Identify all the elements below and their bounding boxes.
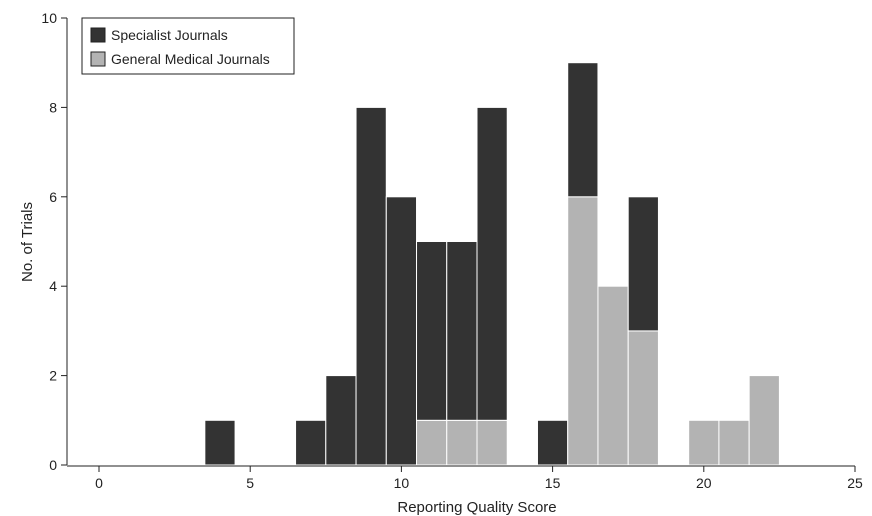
- bar-specialist-12: [446, 241, 478, 421]
- x-tick-label-25: 25: [847, 475, 863, 491]
- legend: Specialist Journals General Medical Journ…: [81, 17, 295, 75]
- bar-general-11: [416, 419, 448, 466]
- bar-general-20: [688, 419, 720, 466]
- x-tick-label-15: 15: [545, 475, 561, 491]
- bar-specialist-13: [476, 106, 508, 421]
- legend-label-1: General Medical Journals: [111, 51, 270, 67]
- y-tick-label-2: 2: [49, 368, 57, 384]
- x-tick-label-20: 20: [696, 475, 712, 491]
- legend-label-0: Specialist Journals: [111, 27, 228, 43]
- bar-specialist-10: [385, 196, 418, 466]
- y-tick-label-6: 6: [49, 189, 57, 205]
- bar-specialist-18: [627, 196, 659, 332]
- y-tick-label-8: 8: [49, 99, 57, 115]
- y-tick-label-0: 0: [49, 457, 57, 473]
- legend-box: [81, 17, 295, 75]
- bar-general-21: [718, 419, 750, 466]
- bar-specialist-15: [536, 419, 569, 466]
- legend-swatch-0: [90, 27, 106, 43]
- x-tick-label-10: 10: [394, 475, 410, 491]
- y-axis-label: No. of Trials: [19, 202, 36, 282]
- axes-layer: 0 2 4 6 8 10 0 5 10 15 20 25: [41, 10, 863, 491]
- bar-specialist-11: [416, 241, 448, 421]
- x-axis-label: Reporting Quality Score: [397, 499, 556, 516]
- bar-specialist-9: [355, 106, 387, 466]
- bar-general-13: [476, 419, 508, 466]
- bar-specialist-7: [295, 419, 327, 466]
- bar-general-17: [597, 285, 629, 466]
- y-tick-label-10: 10: [41, 10, 57, 26]
- bar-specialist-4: [204, 419, 236, 466]
- bar-general-12: [446, 419, 478, 466]
- bar-general-18: [627, 330, 659, 466]
- x-tick-label-5: 5: [246, 475, 254, 491]
- x-tick-label-0: 0: [95, 475, 103, 491]
- bar-general-22: [748, 375, 780, 466]
- y-tick-label-4: 4: [49, 278, 57, 294]
- legend-swatch-1: [90, 51, 106, 67]
- bars-layer: [204, 62, 780, 466]
- bar-general-16: [567, 196, 599, 466]
- bar-specialist-8: [325, 375, 357, 466]
- bar-specialist-16: [567, 62, 599, 198]
